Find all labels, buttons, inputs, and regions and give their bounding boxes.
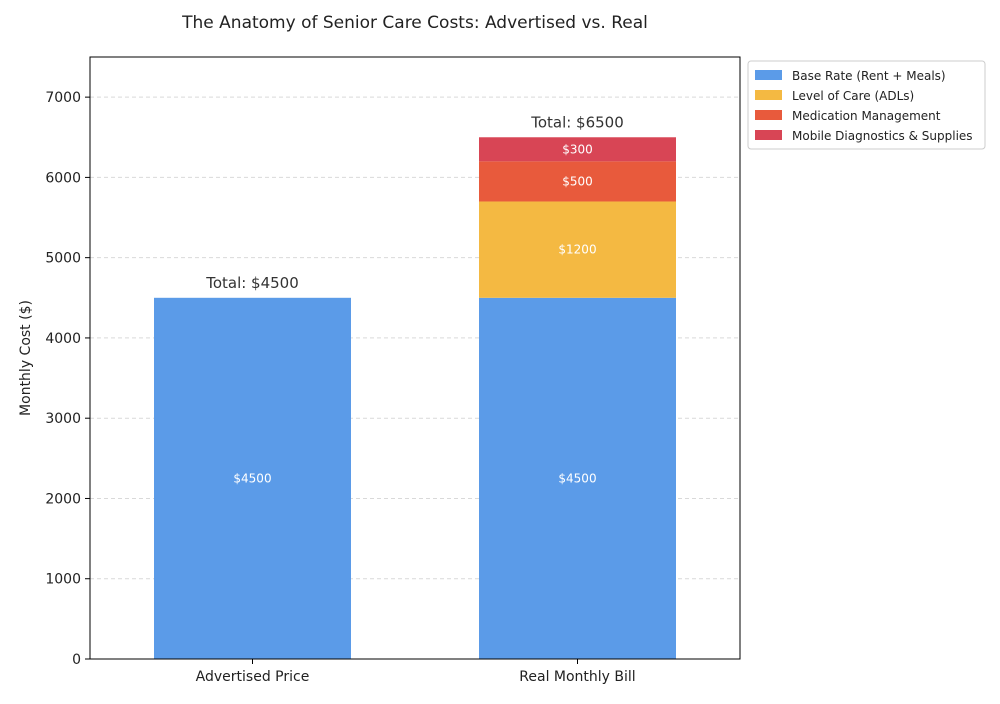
- total-label: Total: $6500: [530, 113, 624, 131]
- legend-label: Base Rate (Rent + Meals): [792, 69, 946, 83]
- legend-frame: [747, 60, 986, 150]
- segment-label: $4500: [558, 471, 596, 485]
- legend-swatch: [755, 70, 782, 80]
- y-tick-label: 5000: [45, 251, 81, 267]
- legend-label: Medication Management: [792, 109, 941, 123]
- y-axis: 0 1000 2000 3000 4000 5000 6000 7000: [45, 90, 90, 668]
- y-tick-label: 4000: [45, 331, 81, 347]
- y-axis-label: Monthly Cost ($): [18, 300, 34, 416]
- total-label: Total: $4500: [205, 274, 299, 292]
- bar-segment: [154, 297, 351, 659]
- plot-frame: [89, 56, 741, 660]
- bars: [154, 137, 676, 659]
- legend-label: Level of Care (ADLs): [792, 89, 914, 103]
- y-tick-label: 6000: [45, 170, 81, 186]
- legend-swatch: [755, 130, 782, 140]
- legend: Base Rate (Rent + Meals) Level of Care (A…: [747, 60, 986, 150]
- bar-labels: $4500 Total: $4500 $4500 $1200 $500 $300 Total…: [205, 113, 624, 485]
- y-tick-label: 3000: [45, 411, 81, 427]
- bar-segment: [479, 297, 676, 659]
- legend-swatch: [755, 90, 782, 100]
- bar-segment: [479, 161, 676, 202]
- legend-swatch: [755, 110, 782, 120]
- y-tick-label: 7000: [45, 90, 81, 106]
- bar-segment: [479, 137, 676, 162]
- x-tick-label: Advertised Price: [196, 669, 310, 685]
- legend-label: Mobile Diagnostics & Supplies: [792, 129, 973, 143]
- x-tick-label: Real Monthly Bill: [519, 669, 635, 685]
- y-tick-label: 2000: [45, 491, 81, 507]
- y-tick-label: 0: [72, 652, 81, 668]
- segment-label: $4500: [233, 471, 271, 485]
- segment-label: $1200: [558, 243, 596, 257]
- segment-label: $500: [562, 174, 593, 188]
- x-axis: Advertised Price Real Monthly Bill: [196, 659, 636, 685]
- chart-title: The Anatomy of Senior Care Costs: Advert…: [181, 13, 648, 33]
- bar-segment: [479, 201, 676, 298]
- y-tick-label: 1000: [45, 572, 81, 588]
- segment-label: $300: [562, 142, 593, 156]
